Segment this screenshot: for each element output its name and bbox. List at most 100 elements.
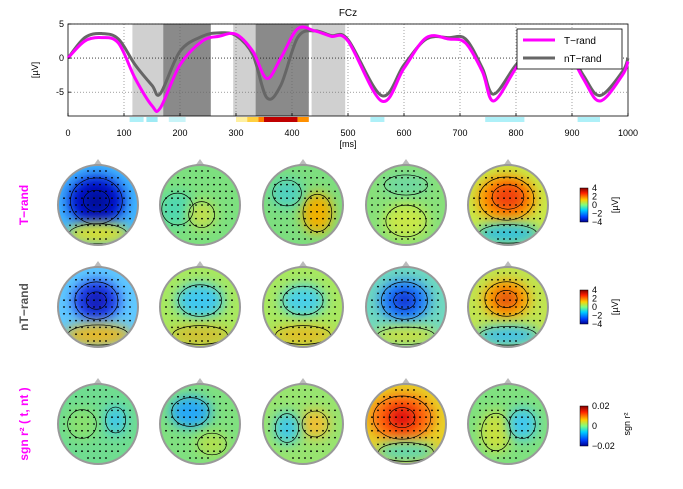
- electrode-dot: [207, 457, 209, 459]
- electrode-dot: [419, 285, 421, 288]
- electrode-dot: [201, 340, 203, 342]
- electrode-dot: [105, 204, 107, 206]
- scalp-map: [159, 261, 241, 348]
- electrode-dot: [189, 450, 191, 453]
- electrode-dot: [105, 450, 107, 453]
- electrode-dot: [425, 409, 427, 412]
- electrode-dot: [183, 402, 185, 405]
- electrode-dot: [395, 340, 397, 342]
- electrode-dot: [123, 319, 125, 322]
- electrode-dot: [280, 436, 282, 439]
- electrode-dot: [81, 395, 83, 398]
- electrode-dot: [69, 190, 71, 193]
- electrode-dot: [87, 292, 89, 295]
- electrode-dot: [316, 204, 318, 206]
- electrode-dot: [280, 395, 282, 398]
- electrode-dot: [231, 190, 233, 193]
- electrode-dot: [177, 224, 179, 227]
- electrode-dot: [292, 299, 294, 302]
- electrode-dot: [316, 197, 318, 200]
- electrode-dot: [219, 429, 221, 432]
- electrode-dot: [377, 292, 379, 295]
- electrode-dot: [497, 312, 499, 315]
- electrode-dot: [316, 292, 318, 295]
- electrode-dot: [274, 210, 276, 213]
- electrode-dot: [177, 312, 179, 315]
- fcz-line-chart: FCz 0 100 200 300 400 500 600 700 800 900 1000 50-…: [30, 8, 638, 149]
- map-blob: [494, 289, 519, 309]
- electrode-dot: [213, 190, 215, 193]
- electrode-dot: [111, 443, 113, 446]
- electrode-dot: [298, 409, 300, 412]
- scalp-map: [262, 378, 344, 465]
- electrode-dot: [111, 183, 113, 186]
- electrode-dot: [99, 326, 101, 329]
- electrode-dot: [286, 450, 288, 453]
- electrode-dot: [515, 416, 517, 419]
- electrode-dot: [298, 197, 300, 200]
- contour-line: [495, 290, 518, 308]
- electrode-dot: [280, 292, 282, 295]
- electrode-dot: [117, 210, 119, 213]
- electrode-dot: [99, 183, 101, 186]
- electrode-dot: [81, 429, 83, 432]
- electrode-dot: [165, 210, 167, 213]
- electrode-dot: [286, 312, 288, 315]
- electrode-dot: [225, 285, 227, 288]
- electrode-dot: [87, 299, 89, 302]
- electrode-dot: [117, 285, 119, 288]
- electrode-dot: [177, 395, 179, 398]
- electrode-dot: [310, 429, 312, 432]
- electrode-dot: [371, 416, 373, 419]
- electrode-dot: [383, 402, 385, 405]
- electrode-dot: [298, 436, 300, 439]
- electrode-dot: [111, 436, 113, 439]
- electrode-dot: [105, 238, 107, 240]
- electrode-dot: [437, 217, 439, 220]
- electrode-dot: [75, 423, 77, 425]
- electrode-dot: [225, 224, 227, 227]
- electrode-dot: [413, 190, 415, 193]
- electrode-dot: [195, 285, 197, 288]
- electrode-dot: [123, 436, 125, 439]
- electrode-dot: [171, 299, 173, 302]
- electrode-dot: [129, 292, 131, 295]
- electrode-dot: [274, 299, 276, 302]
- electrode-dot: [479, 326, 481, 329]
- electrode-dot: [87, 170, 89, 172]
- electrode-dot: [497, 224, 499, 227]
- electrode-dot: [123, 306, 125, 308]
- electrode-dot: [213, 409, 215, 412]
- electrode-dot: [207, 183, 209, 186]
- electrode-dot: [93, 416, 95, 419]
- electrode-dot: [377, 224, 379, 227]
- electrode-dot: [117, 231, 119, 234]
- electrode-dot: [322, 224, 324, 227]
- electrode-dot: [87, 423, 89, 425]
- electrode-dot: [177, 292, 179, 295]
- electrode-dot: [286, 299, 288, 302]
- electrode-dot: [189, 285, 191, 288]
- electrode-dot: [533, 423, 535, 425]
- electrode-dot: [298, 176, 300, 179]
- electrode-dot: [183, 224, 185, 227]
- electrode-dot: [539, 436, 541, 439]
- electrode-dot: [129, 306, 131, 308]
- y-axis-label: [µV]: [30, 62, 40, 78]
- electrode-dot: [298, 224, 300, 227]
- electrode-dot: [171, 183, 173, 186]
- electrode-dot: [413, 395, 415, 398]
- head-outline: [159, 383, 241, 465]
- contour-line: [393, 291, 416, 310]
- electrode-dot: [225, 197, 227, 200]
- electrode-dot: [521, 231, 523, 234]
- electrode-dot: [419, 436, 421, 439]
- electrode-dot: [93, 389, 95, 391]
- electrode-dot: [395, 319, 397, 322]
- electrode-dot: [521, 319, 523, 322]
- electrode-dot: [87, 210, 89, 213]
- electrode-dot: [201, 429, 203, 432]
- electrode-dot: [219, 183, 221, 186]
- electrode-dot: [521, 299, 523, 302]
- electrode-dot: [479, 217, 481, 220]
